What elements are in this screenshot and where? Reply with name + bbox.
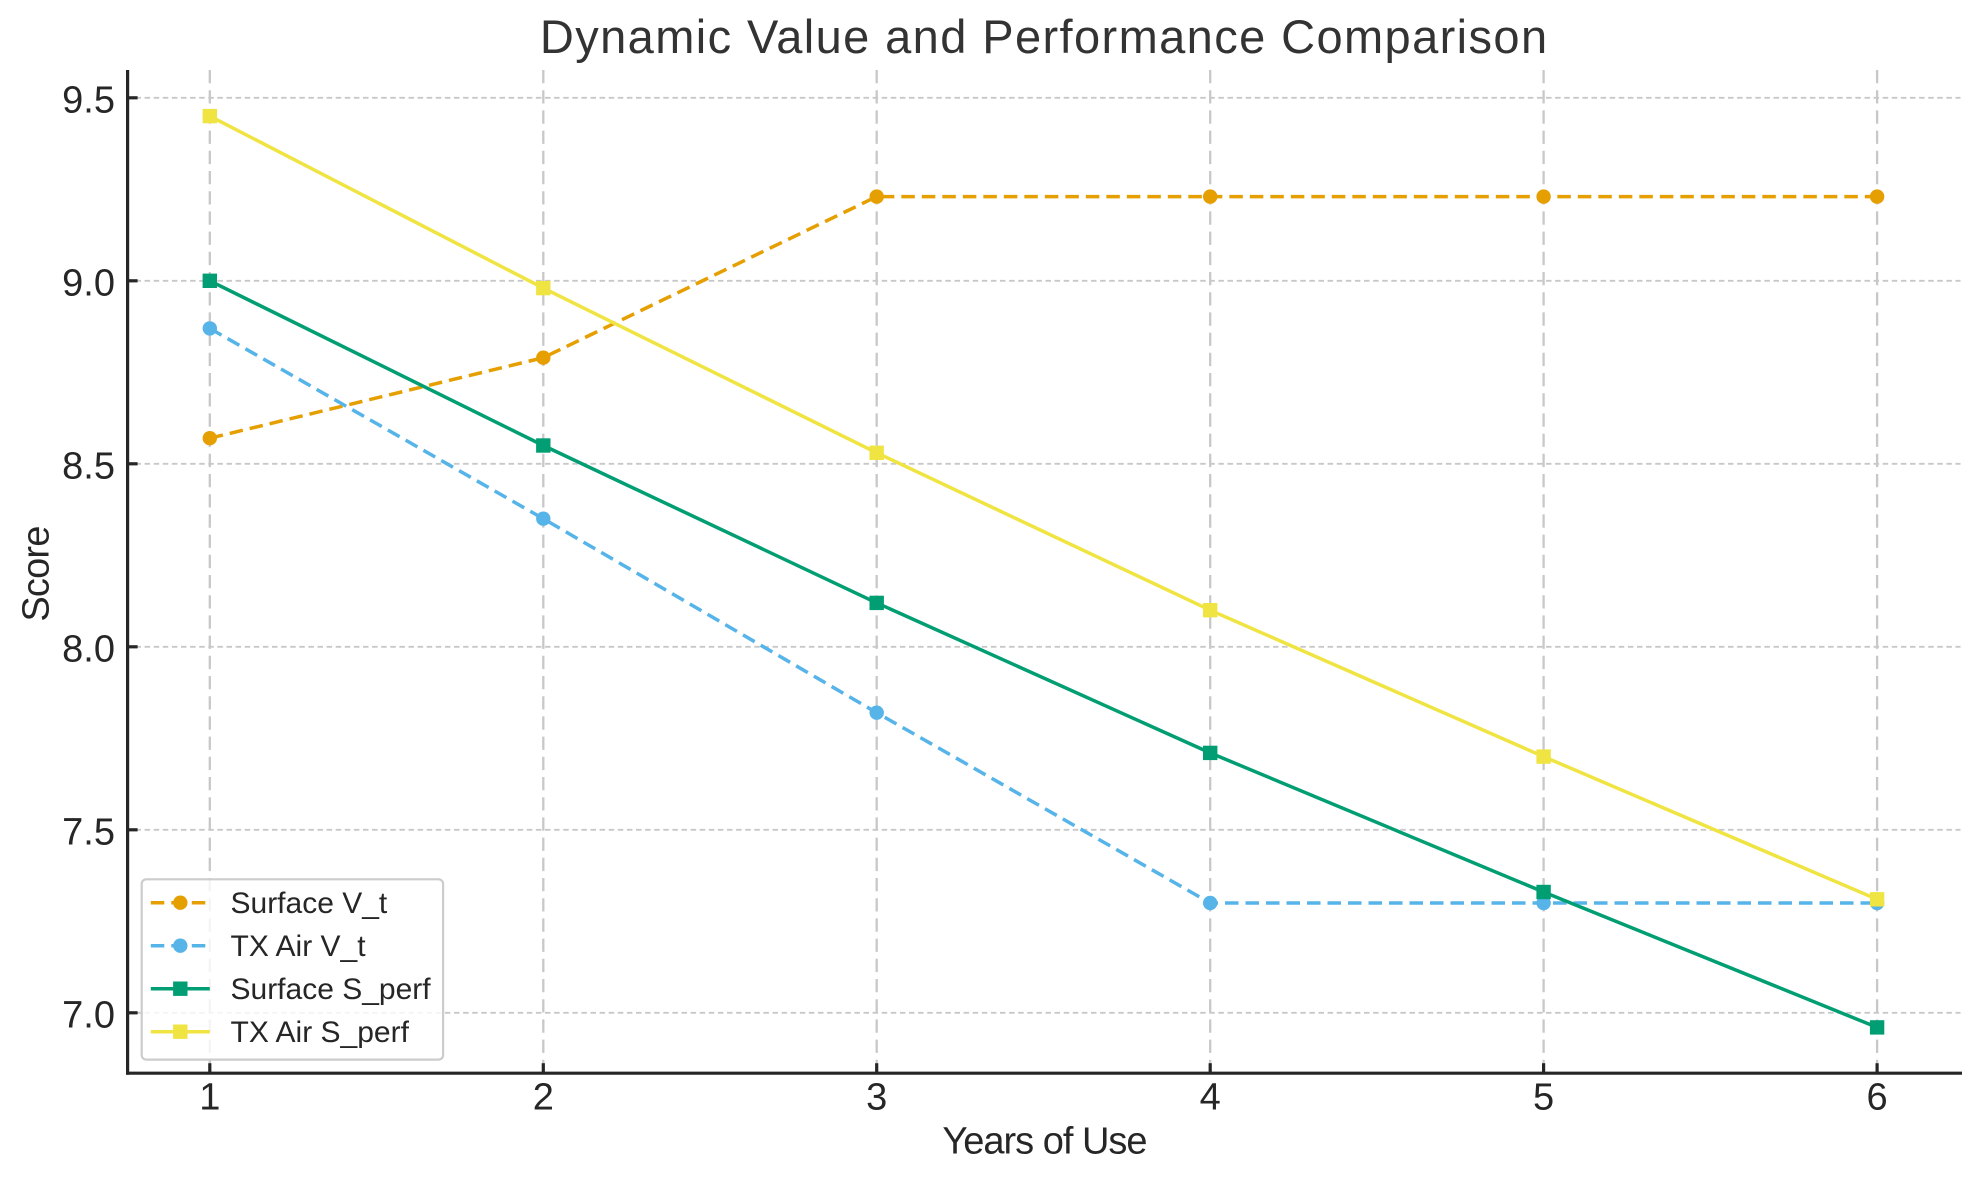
svg-text:TX Air V_t: TX Air V_t (231, 930, 367, 963)
svg-text:6: 6 (1867, 1077, 1888, 1119)
svg-text:2: 2 (533, 1077, 554, 1119)
svg-text:4: 4 (1200, 1077, 1221, 1119)
svg-text:5: 5 (1533, 1077, 1554, 1119)
svg-text:8.0: 8.0 (62, 628, 115, 670)
svg-text:9.0: 9.0 (62, 262, 115, 304)
svg-text:1: 1 (199, 1077, 220, 1119)
svg-text:8.5: 8.5 (62, 445, 115, 487)
svg-text:Years of Use: Years of Use (942, 1121, 1146, 1163)
svg-text:Score: Score (16, 526, 58, 621)
svg-text:7.5: 7.5 (62, 811, 115, 853)
svg-text:9.5: 9.5 (62, 79, 115, 121)
svg-text:3: 3 (866, 1077, 887, 1119)
svg-text:7.0: 7.0 (62, 994, 115, 1036)
svg-text:Surface S_perf: Surface S_perf (231, 973, 432, 1006)
svg-text:Surface V_t: Surface V_t (231, 887, 388, 920)
svg-text:TX Air S_perf: TX Air S_perf (231, 1016, 410, 1049)
svg-text:Dynamic Value and Performance: Dynamic Value and Performance Comparison (540, 10, 1549, 63)
